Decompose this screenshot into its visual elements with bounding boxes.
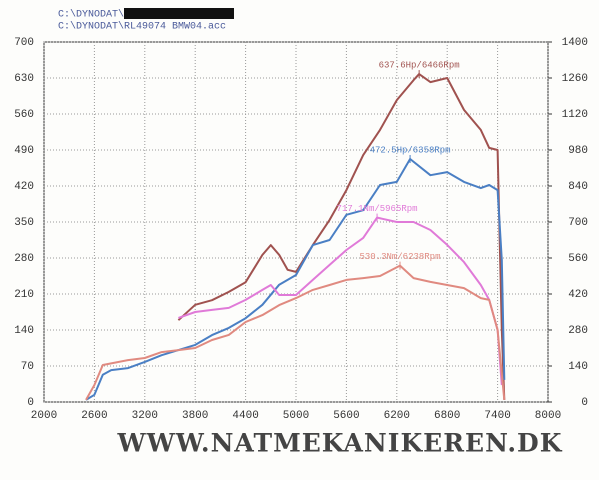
x-tick-label: 7400 (484, 410, 510, 422)
y2-tick-label: 1260 (562, 73, 588, 85)
y-tick-label: 630 (14, 73, 34, 85)
y-tick-label: 420 (14, 181, 34, 193)
y-tick-label: 280 (14, 253, 34, 265)
peak-annotation: 472.5Hp/6358Rpm (370, 145, 451, 155)
y2-tick-label: 560 (568, 253, 588, 265)
y2-tick-label: 0 (581, 397, 588, 409)
y2-tick-label: 840 (568, 181, 588, 193)
watermark: WWW.NATMEKANIKEREN.DK (117, 429, 563, 458)
x-tick-label: 6800 (434, 410, 460, 422)
y-tick-label: 0 (27, 397, 34, 409)
x-tick-label: 3200 (132, 410, 158, 422)
redaction (124, 8, 234, 19)
file-path-2: C:\DYNODAT\RL49074 BMW04.acc (58, 21, 226, 33)
peak-annotation: 717.1Nm/5965Rpm (337, 204, 418, 214)
x-tick-label: 2000 (31, 410, 57, 422)
y-tick-label: 350 (14, 217, 34, 229)
y2-tick-label: 420 (568, 289, 588, 301)
y2-tick-label: 980 (568, 145, 588, 157)
y-tick-label: 560 (14, 109, 34, 121)
y-tick-label: 140 (14, 325, 34, 337)
x-tick-label: 8000 (535, 410, 561, 422)
x-tick-label: 6200 (384, 410, 410, 422)
peak-annotation: 530.3Nm/6238Rpm (359, 252, 440, 262)
series-line (177, 73, 506, 400)
x-tick-label: 2600 (81, 410, 107, 422)
x-tick-label: 5000 (283, 410, 309, 422)
series-line (178, 216, 503, 386)
x-tick-label: 3800 (182, 410, 208, 422)
peak-annotation: 637.6Hp/6466Rpm (379, 60, 460, 70)
y2-tick-label: 700 (568, 217, 588, 229)
series-line (85, 264, 506, 401)
x-tick-label: 5600 (333, 410, 359, 422)
y-tick-label: 490 (14, 145, 34, 157)
y-tick-label: 700 (14, 37, 34, 49)
y2-tick-label: 1400 (562, 37, 588, 49)
y2-tick-label: 140 (568, 361, 588, 373)
y-tick-label: 210 (14, 289, 34, 301)
x-tick-label: 4400 (232, 410, 258, 422)
y2-tick-label: 280 (568, 325, 588, 337)
y2-tick-label: 1120 (562, 109, 588, 121)
series-line (85, 158, 506, 401)
y-tick-label: 70 (21, 361, 34, 373)
file-path-1: C:\DYNODAT\ (58, 9, 124, 21)
